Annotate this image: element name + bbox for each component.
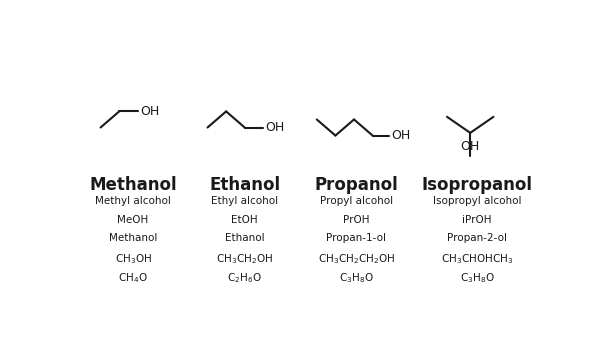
Text: Ethanol: Ethanol xyxy=(209,176,280,194)
Text: Methyl alcohol: Methyl alcohol xyxy=(95,196,171,206)
Text: iPrOH: iPrOH xyxy=(463,215,492,224)
Text: $\mathregular{C_2H_6O}$: $\mathregular{C_2H_6O}$ xyxy=(227,271,262,285)
Text: $\mathregular{C_3H_8O}$: $\mathregular{C_3H_8O}$ xyxy=(339,271,374,285)
Text: OH: OH xyxy=(391,129,410,142)
Text: Propyl alcohol: Propyl alcohol xyxy=(320,196,393,206)
Text: OH: OH xyxy=(266,121,285,134)
Text: $\mathregular{CH_3CHOHCH_3}$: $\mathregular{CH_3CHOHCH_3}$ xyxy=(441,252,514,266)
Text: Propanol: Propanol xyxy=(314,176,398,194)
Text: $\mathregular{C_3H_8O}$: $\mathregular{C_3H_8O}$ xyxy=(460,271,494,285)
Text: Propan-2-ol: Propan-2-ol xyxy=(447,234,507,243)
Text: MeOH: MeOH xyxy=(118,215,149,224)
Text: OH: OH xyxy=(461,140,480,153)
Text: EtOH: EtOH xyxy=(232,215,258,224)
Text: Ethanol: Ethanol xyxy=(225,234,265,243)
Text: Isopropanol: Isopropanol xyxy=(422,176,533,194)
Text: OH: OH xyxy=(140,105,160,118)
Text: Propan-1-ol: Propan-1-ol xyxy=(326,234,386,243)
Text: $\mathregular{CH_3OH}$: $\mathregular{CH_3OH}$ xyxy=(115,252,152,266)
Text: Ethyl alcohol: Ethyl alcohol xyxy=(211,196,278,206)
Text: $\mathregular{CH_3CH_2OH}$: $\mathregular{CH_3CH_2OH}$ xyxy=(216,252,273,266)
Text: $\mathregular{CH_4O}$: $\mathregular{CH_4O}$ xyxy=(118,271,148,285)
Text: PrOH: PrOH xyxy=(343,215,370,224)
Text: Isopropyl alcohol: Isopropyl alcohol xyxy=(433,196,521,206)
Text: Methanol: Methanol xyxy=(109,234,157,243)
Text: Methanol: Methanol xyxy=(89,176,177,194)
Text: $\mathregular{CH_3CH_2CH_2OH}$: $\mathregular{CH_3CH_2CH_2OH}$ xyxy=(318,252,395,266)
